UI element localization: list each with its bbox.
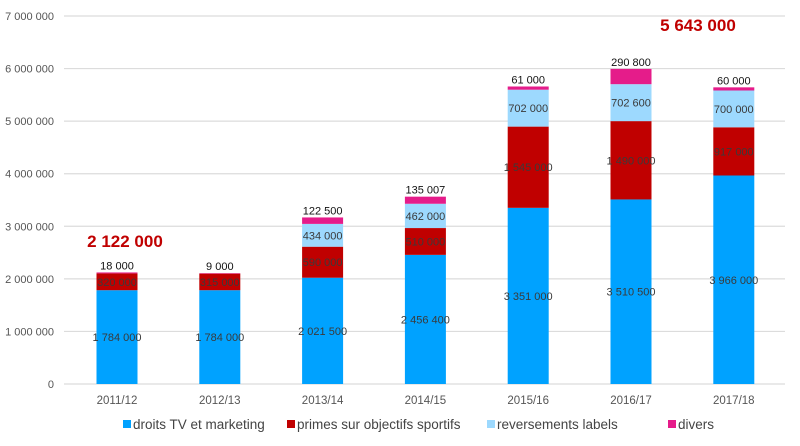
y-tick-label: 3 000 000: [5, 221, 54, 233]
x-tick-label: 2014/15: [405, 395, 447, 407]
x-axis-ticks: 2011/12 2012/13 2013/14 2014/15 2015/16 2016/…: [97, 395, 755, 407]
bar-segment-primes-sur-objectifs-sportifs: [199, 273, 241, 291]
y-tick-label: 6 000 000: [5, 64, 54, 76]
data-label: 2 021 500: [298, 326, 347, 338]
bar-segment-droits-tv-et-marketing: [404, 254, 446, 384]
legend-item: droits TV et marketing: [123, 417, 265, 432]
data-label: 510 000: [406, 236, 446, 248]
data-label: 462 000: [406, 211, 446, 223]
legend-label: reversements labels: [497, 417, 618, 432]
bar-segment-reversements-labels: [713, 90, 755, 128]
y-tick-label: 4 000 000: [5, 169, 54, 181]
data-label: 320 000: [97, 277, 137, 289]
bar-segment-primes-sur-objectifs-sportifs: [507, 126, 549, 208]
bar-segment-droits-tv-et-marketing: [199, 290, 241, 384]
bar-segment-divers: [302, 217, 344, 224]
bar-segment-droits-tv-et-marketing: [610, 199, 652, 384]
y-tick-label: 2 000 000: [5, 274, 54, 286]
data-label: 61 000: [511, 74, 545, 86]
bar-segment-divers: [507, 86, 549, 90]
data-label: 122 500: [303, 205, 343, 217]
legend: droits TV et marketing primes sur objecti…: [123, 417, 714, 432]
bar-segment-reversements-labels: [610, 84, 652, 122]
legend-swatch: [123, 420, 131, 428]
data-label: 135 007: [406, 185, 446, 197]
data-label: 590 000: [303, 257, 343, 269]
data-label: 700 000: [714, 104, 754, 116]
data-label: 3 510 500: [607, 287, 656, 299]
data-label: 2 456 400: [401, 314, 450, 326]
y-axis-ticks: 0 1 000 000 2 000 000 3 000 000 4 000 000 5 0…: [5, 11, 54, 391]
data-label: 702 000: [508, 103, 548, 115]
x-tick-label: 2012/13: [199, 395, 241, 407]
data-label: 1 784 000: [195, 332, 244, 344]
data-label: 3 351 000: [504, 291, 553, 303]
bar-segment-reversements-labels: [302, 223, 344, 247]
bars: [96, 68, 755, 384]
data-label: 3 966 000: [709, 275, 758, 287]
data-label: 702 600: [611, 98, 651, 110]
legend-item: divers: [668, 417, 714, 432]
data-label: 1 545 000: [504, 162, 553, 174]
bar-segment-droits-tv-et-marketing: [713, 175, 755, 384]
bar-segment-reversements-labels: [404, 203, 446, 229]
data-label: 434 000: [303, 230, 343, 242]
legend-swatch: [487, 420, 495, 428]
data-labels: 1 784 000 320 000 18 000 1 784 000 315 000 9 …: [93, 57, 759, 344]
bar-segment-divers: [96, 272, 138, 274]
bar-segment-divers: [404, 196, 446, 204]
data-label: 917 000: [714, 146, 754, 158]
bar-segment-primes-sur-objectifs-sportifs: [96, 273, 138, 291]
x-tick-label: 2011/12: [97, 395, 138, 407]
legend-item: reversements labels: [487, 417, 618, 432]
bar-segment-primes-sur-objectifs-sportifs: [302, 246, 344, 278]
data-label: 290 800: [611, 57, 651, 69]
bar-segment-divers: [610, 68, 652, 85]
data-label: 9 000: [206, 261, 234, 273]
legend-swatch: [668, 420, 676, 428]
bar-segment-divers: [713, 87, 755, 91]
legend-label: droits TV et marketing: [133, 417, 265, 432]
y-tick-label: 7 000 000: [5, 11, 54, 23]
bar-segment-primes-sur-objectifs-sportifs: [404, 228, 446, 255]
bar-segment-droits-tv-et-marketing: [96, 290, 138, 384]
bar-segment-reversements-labels: [507, 89, 549, 127]
bar-segment-droits-tv-et-marketing: [302, 277, 344, 384]
x-tick-label: 2016/17: [610, 395, 652, 407]
bar-segment-primes-sur-objectifs-sportifs: [610, 121, 652, 200]
data-label: 1 784 000: [93, 332, 142, 344]
y-tick-label: 1 000 000: [5, 326, 54, 338]
data-label: 60 000: [717, 75, 751, 87]
y-tick-label: 0: [48, 379, 54, 391]
annotations: 2 122 000 5 643 000: [87, 16, 736, 251]
legend-item: primes sur objectifs sportifs: [287, 417, 461, 432]
x-tick-label: 2013/14: [302, 395, 344, 407]
total-annotation: 2 122 000: [87, 232, 163, 251]
x-tick-label: 2015/16: [507, 395, 549, 407]
total-annotation: 5 643 000: [660, 16, 736, 35]
legend-swatch: [287, 420, 295, 428]
bar-segment-primes-sur-objectifs-sportifs: [713, 127, 755, 176]
data-label: 18 000: [100, 260, 134, 272]
legend-label: divers: [678, 417, 714, 432]
y-tick-label: 5 000 000: [5, 116, 54, 128]
x-tick-label: 2017/18: [713, 395, 755, 407]
data-label: 1 490 000: [607, 155, 656, 167]
data-label: 315 000: [200, 277, 240, 289]
legend-label: primes sur objectifs sportifs: [297, 417, 461, 432]
bar-segment-droits-tv-et-marketing: [507, 207, 549, 384]
